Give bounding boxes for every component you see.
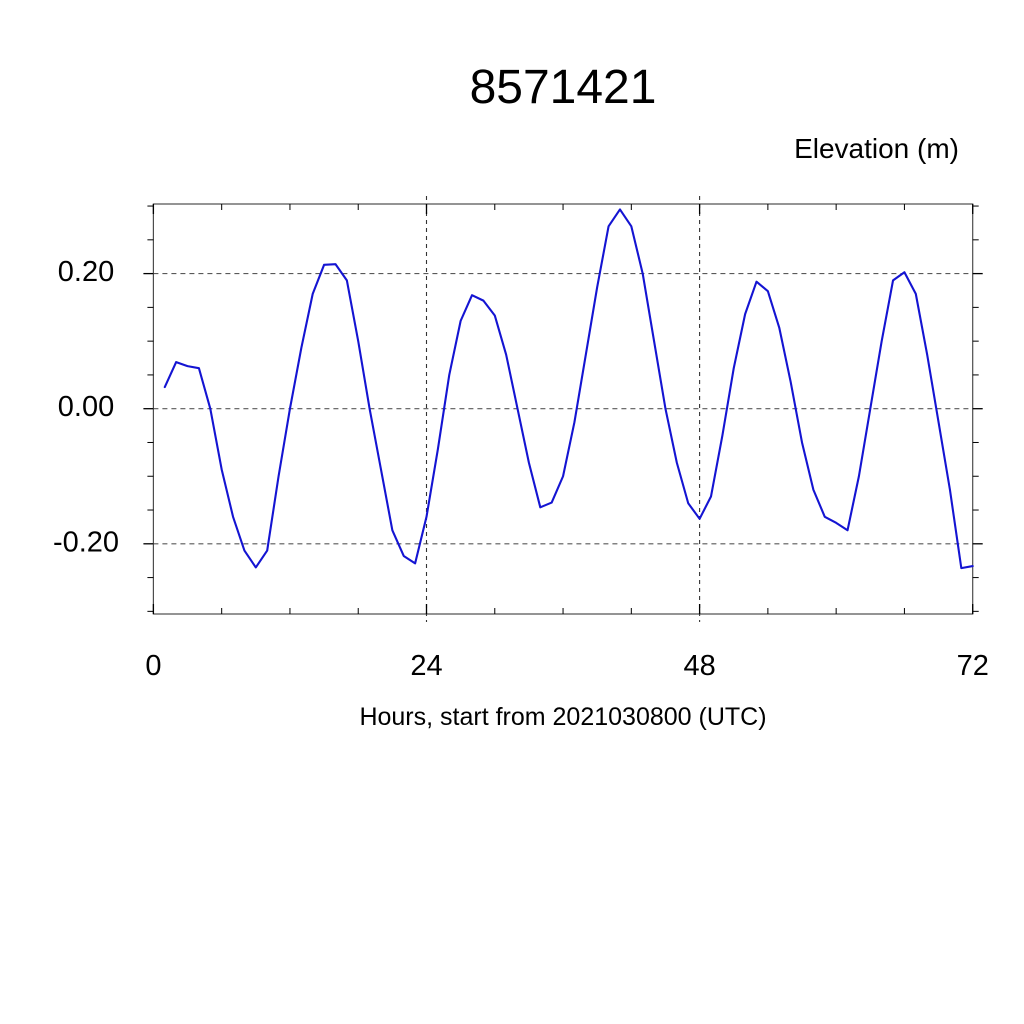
svg-text:0: 0 xyxy=(145,650,161,682)
svg-text:48: 48 xyxy=(683,650,715,682)
svg-text:24: 24 xyxy=(410,650,442,682)
svg-text:-0.20: -0.20 xyxy=(53,526,119,558)
svg-text:72: 72 xyxy=(957,650,989,682)
svg-text:0.00: 0.00 xyxy=(58,391,114,423)
svg-text:0.20: 0.20 xyxy=(58,256,114,288)
